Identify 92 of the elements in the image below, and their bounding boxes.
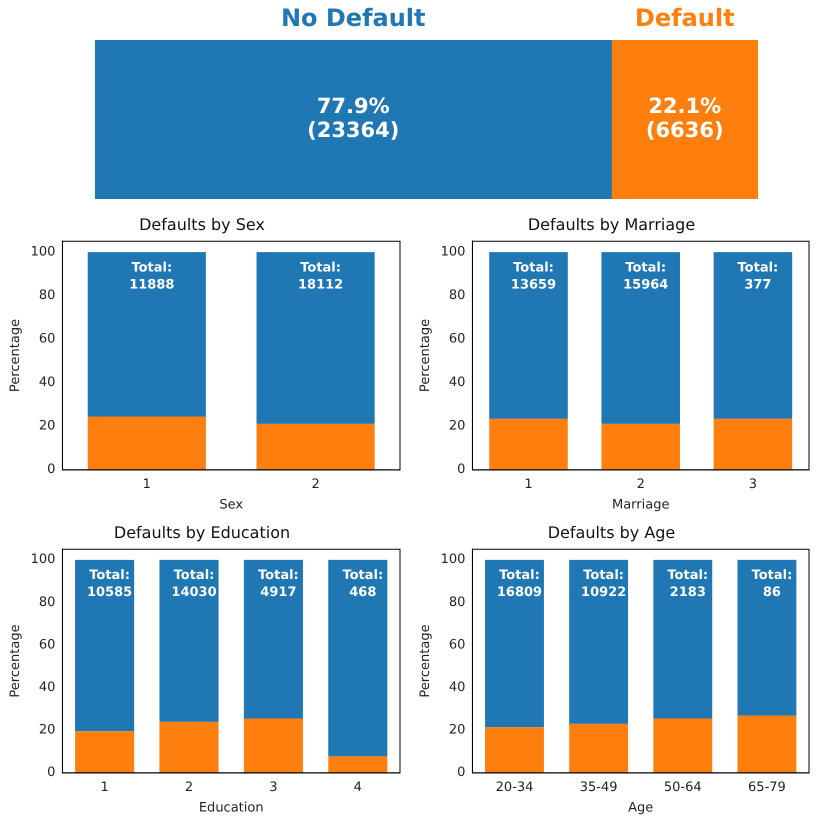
bar — [737, 560, 796, 716]
y-tick-label: 40 — [448, 375, 466, 390]
x-axis-title: Education — [198, 800, 264, 816]
x-axis-title: Age — [628, 800, 654, 816]
y-tick-label: 100 — [440, 244, 466, 260]
annotation: Total: 2183 — [667, 568, 708, 600]
x-axis-title: Sex — [219, 498, 244, 513]
y-tick-label: 0 — [457, 462, 466, 478]
bar — [601, 424, 680, 470]
y-tick-label: 40 — [448, 680, 466, 695]
x-tick-label: 3 — [748, 476, 758, 492]
bar — [569, 560, 628, 724]
y-tick-label: 60 — [38, 637, 56, 652]
data-label: 77.9% (23364) — [307, 94, 400, 142]
annotation: Total: 377 — [738, 260, 778, 292]
annotation: Total: 10585 — [86, 568, 132, 600]
x-tick-label: 2 — [636, 476, 645, 492]
chart-title: Defaults by Education — [114, 522, 290, 542]
x-axis-title: Marriage — [612, 498, 670, 513]
bar — [653, 718, 712, 773]
bar — [714, 418, 792, 470]
x-tick-label: 65-79 — [748, 780, 786, 795]
bar — [75, 731, 134, 773]
x-tick-label: 2 — [311, 476, 320, 492]
bar — [601, 252, 680, 424]
bar — [328, 756, 388, 773]
y-tick-label: 60 — [448, 637, 466, 652]
y-tick-label: 20 — [38, 722, 56, 738]
annotation: Total: 468 — [342, 568, 384, 600]
annotation: Total: 16809 — [496, 568, 542, 600]
y-tick-label: 40 — [38, 680, 56, 695]
annotation: Total: 11888 — [129, 260, 174, 292]
y-tick-label: 60 — [448, 332, 466, 347]
y-tick-label: 60 — [38, 332, 56, 347]
data-label: 22.1% (6636) — [646, 94, 724, 142]
bar — [244, 718, 303, 773]
x-tick-label: 1 — [100, 780, 109, 795]
bar — [485, 560, 544, 728]
y-axis-title: Percentage — [8, 624, 24, 698]
annotation: Total: 4917 — [258, 568, 299, 600]
y-tick-label: 100 — [440, 552, 466, 568]
x-tick-label: 1 — [142, 476, 151, 492]
series-label: No Default — [280, 4, 426, 32]
x-tick-label: 50-64 — [664, 780, 702, 795]
x-tick-label: 35-49 — [580, 780, 618, 795]
y-tick-label: 0 — [47, 462, 56, 478]
bar — [714, 252, 792, 419]
y-tick-label: 100 — [30, 552, 56, 568]
annotation: Total: 14030 — [171, 568, 217, 600]
bar — [737, 716, 796, 773]
bar — [489, 252, 568, 419]
chart-title: Defaults by Marriage — [528, 214, 696, 234]
bar — [244, 560, 303, 718]
bar — [88, 416, 206, 470]
y-axis-title: Percentage — [418, 318, 434, 392]
y-tick-label: 20 — [448, 418, 466, 434]
bar — [159, 560, 219, 722]
chart-title: Defaults by Sex — [139, 214, 265, 234]
series-label: Default — [634, 4, 735, 32]
bar — [75, 560, 134, 732]
chart-title: Defaults by Age — [548, 522, 676, 542]
y-tick-label: 80 — [448, 594, 466, 610]
x-tick-label: 4 — [354, 780, 362, 795]
y-tick-label: 80 — [448, 288, 466, 304]
bar — [653, 560, 712, 718]
y-tick-label: 100 — [30, 244, 56, 260]
y-tick-label: 0 — [457, 765, 466, 780]
bar — [159, 722, 219, 773]
annotation: Total: 15964 — [623, 260, 668, 292]
annotation: Total: 86 — [752, 568, 792, 600]
y-tick-label: 20 — [38, 418, 56, 434]
x-tick-label: 3 — [269, 780, 278, 795]
bar — [485, 727, 544, 773]
y-tick-label: 0 — [47, 765, 56, 780]
y-axis-title: Percentage — [8, 318, 24, 392]
annotation: Total: 10922 — [581, 568, 626, 600]
bar — [256, 252, 375, 424]
bar — [489, 418, 568, 470]
x-tick-label: 2 — [184, 780, 194, 795]
bar — [569, 724, 628, 773]
y-tick-label: 80 — [38, 594, 56, 610]
bar — [256, 424, 375, 470]
annotation: Total: 13659 — [510, 260, 556, 292]
x-tick-label: 1 — [524, 476, 533, 492]
y-tick-label: 80 — [38, 288, 56, 304]
y-axis-title: Percentage — [418, 624, 434, 698]
y-tick-label: 40 — [38, 375, 56, 390]
annotation: Total: 18112 — [298, 260, 344, 292]
bar — [328, 560, 388, 756]
bar — [88, 252, 206, 416]
x-tick-label: 20-34 — [496, 780, 534, 795]
y-tick-label: 20 — [448, 722, 466, 738]
